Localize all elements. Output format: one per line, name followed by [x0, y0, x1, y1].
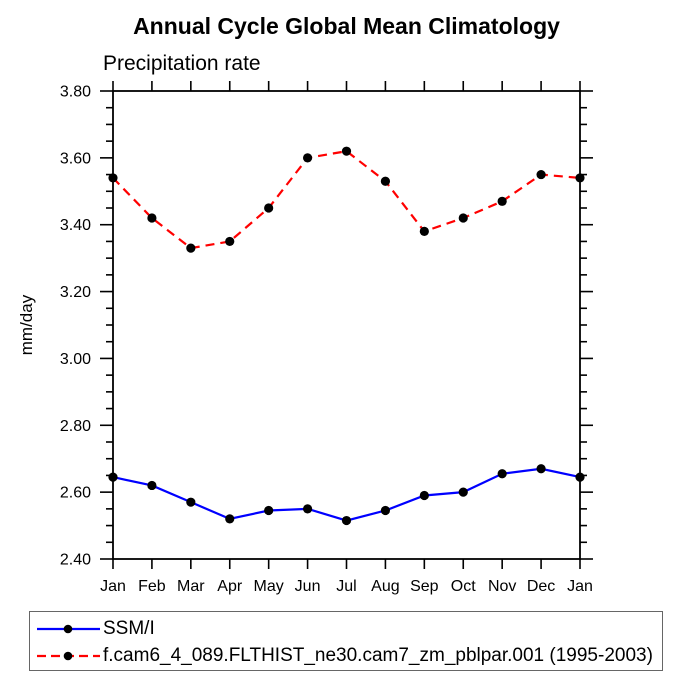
data-point-marker	[302, 153, 313, 163]
data-point-marker	[341, 146, 352, 156]
x-tick-label: Jan	[100, 578, 126, 595]
legend-item-ssmi: SSM/I	[36, 618, 155, 640]
x-tick-label: Dec	[527, 578, 555, 595]
data-point-marker	[302, 504, 313, 514]
data-point-marker	[225, 514, 235, 524]
data-point-marker	[458, 487, 468, 497]
x-tick-label: Oct	[451, 578, 476, 595]
legend-line-sample-solid	[37, 624, 100, 634]
legend-label: f.cam6_4_089.FLTHIST_ne30.cam7_zm_pblpar…	[103, 645, 653, 666]
y-tick-label: 3.60	[60, 150, 91, 167]
data-point-marker	[536, 169, 546, 180]
x-tick-label: May	[254, 578, 284, 595]
data-point-marker	[380, 505, 391, 516]
chart-title: Annual Cycle Global Mean Climatology	[133, 13, 560, 39]
y-tick-label: 3.80	[60, 84, 91, 101]
data-point-marker	[497, 469, 507, 479]
x-tick-label: Apr	[217, 578, 243, 595]
y-axis-label: mm/day	[17, 294, 36, 355]
y-tick-label: 3.40	[60, 217, 91, 234]
data-point-marker	[225, 236, 235, 247]
data-point-marker	[186, 497, 196, 507]
data-point-marker	[458, 213, 468, 223]
x-tick-label: Nov	[488, 578, 516, 595]
data-point-marker	[341, 515, 352, 526]
data-point-marker	[147, 213, 157, 223]
y-tick-label: 2.60	[60, 485, 91, 502]
y-tick-label: 3.00	[60, 351, 91, 368]
data-point-marker	[419, 226, 429, 236]
x-tick-label: Mar	[177, 578, 205, 595]
legend-sample-marker	[63, 624, 73, 634]
chart-subtitle: Precipitation rate	[103, 52, 261, 75]
x-tick-label: Jul	[336, 578, 356, 595]
data-point-marker	[147, 480, 157, 491]
legend-label: SSM/I	[103, 618, 155, 639]
chart-canvas: Jan Feb Mar Apr May Jun Jul Aug Sep Oct Nov Dec Jan 3…	[17, 81, 593, 595]
data-point-marker	[108, 173, 118, 183]
x-tick-label: Jun	[295, 578, 321, 595]
data-point-marker	[380, 176, 391, 186]
legend-item-model: f.cam6_4_089.FLTHIST_ne30.cam7_zm_pblpar…	[36, 645, 653, 667]
x-tick-label: Feb	[138, 578, 166, 595]
data-point-marker	[186, 243, 196, 253]
series-line-1	[112, 150, 581, 250]
legend-sample-marker	[63, 651, 73, 661]
data-point-marker	[536, 464, 546, 474]
data-point-marker	[497, 196, 507, 206]
y-tick-label: 3.20	[60, 284, 91, 301]
x-tick-label: Aug	[371, 578, 399, 595]
legend-box: SSM/I f.cam6_4_089.FLTHIST_ne30.cam7_zm_…	[29, 611, 663, 671]
series-line-0	[112, 467, 581, 522]
x-tick-label: Sep	[410, 578, 439, 595]
data-point-marker	[264, 505, 274, 516]
data-point-marker	[419, 490, 429, 501]
plot-frame	[112, 90, 581, 560]
data-point-marker	[264, 203, 274, 213]
x-tick-label: Jan	[567, 578, 593, 595]
data-point-marker	[575, 472, 585, 482]
data-point-marker	[575, 173, 585, 183]
legend-line-sample-dashed	[37, 651, 100, 661]
data-point-marker	[108, 472, 118, 482]
y-tick-label: 2.40	[60, 552, 91, 569]
y-tick-label: 2.80	[60, 418, 91, 435]
